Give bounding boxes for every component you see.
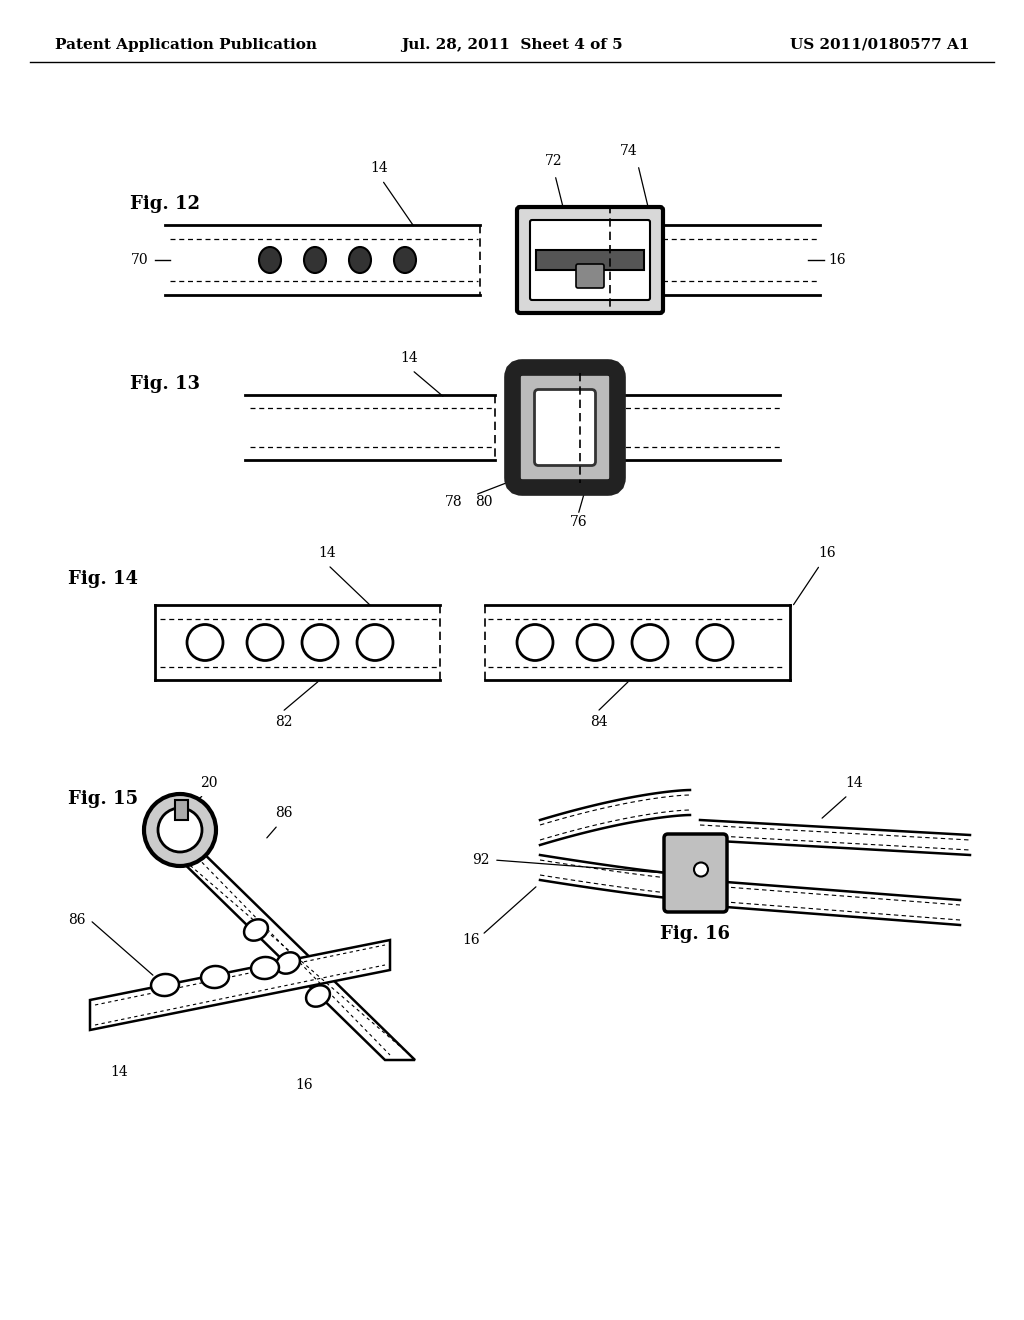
- Circle shape: [577, 624, 613, 660]
- Text: 14: 14: [845, 776, 863, 789]
- Circle shape: [144, 795, 216, 866]
- Circle shape: [302, 624, 338, 660]
- Polygon shape: [175, 800, 188, 820]
- Text: 14: 14: [400, 351, 418, 366]
- Text: Fig. 15: Fig. 15: [68, 789, 138, 808]
- Text: 86: 86: [68, 913, 85, 927]
- Text: Fig. 16: Fig. 16: [660, 925, 730, 942]
- Text: 20: 20: [200, 776, 217, 789]
- Polygon shape: [165, 845, 415, 1060]
- Text: 80: 80: [475, 495, 493, 510]
- Text: 16: 16: [818, 546, 836, 560]
- Circle shape: [694, 862, 708, 876]
- FancyBboxPatch shape: [575, 264, 604, 288]
- Text: 86: 86: [275, 807, 293, 820]
- Ellipse shape: [251, 957, 279, 979]
- Circle shape: [247, 624, 283, 660]
- FancyBboxPatch shape: [535, 389, 596, 466]
- Circle shape: [187, 624, 223, 660]
- Text: US 2011/0180577 A1: US 2011/0180577 A1: [791, 38, 970, 51]
- Text: Fig. 13: Fig. 13: [130, 375, 200, 393]
- Circle shape: [632, 624, 668, 660]
- Text: 70: 70: [130, 253, 148, 267]
- Circle shape: [517, 624, 553, 660]
- Text: 74: 74: [620, 144, 638, 158]
- Circle shape: [697, 624, 733, 660]
- Text: 16: 16: [828, 253, 846, 267]
- Polygon shape: [90, 940, 390, 1030]
- Ellipse shape: [276, 952, 300, 974]
- Text: 16: 16: [295, 1078, 312, 1092]
- Text: Jul. 28, 2011  Sheet 4 of 5: Jul. 28, 2011 Sheet 4 of 5: [401, 38, 623, 51]
- Text: Fig. 12: Fig. 12: [130, 195, 200, 213]
- Text: 16: 16: [463, 933, 480, 946]
- Ellipse shape: [349, 247, 371, 273]
- Ellipse shape: [244, 919, 268, 941]
- Text: 92: 92: [472, 853, 490, 867]
- Text: 78: 78: [445, 495, 463, 510]
- FancyBboxPatch shape: [664, 834, 727, 912]
- FancyBboxPatch shape: [517, 207, 663, 313]
- Ellipse shape: [304, 247, 326, 273]
- Bar: [536, 249, 644, 271]
- Circle shape: [158, 808, 202, 851]
- Ellipse shape: [259, 247, 281, 273]
- Ellipse shape: [201, 966, 229, 989]
- Text: 82: 82: [275, 715, 293, 729]
- Ellipse shape: [151, 974, 179, 997]
- Text: 84: 84: [590, 715, 607, 729]
- Text: 14: 14: [110, 1065, 128, 1078]
- Text: 76: 76: [570, 515, 588, 529]
- Text: Patent Application Publication: Patent Application Publication: [55, 38, 317, 51]
- Text: 72: 72: [545, 154, 562, 168]
- Text: 14: 14: [318, 546, 336, 560]
- Circle shape: [357, 624, 393, 660]
- FancyBboxPatch shape: [530, 220, 650, 300]
- FancyBboxPatch shape: [512, 367, 617, 487]
- Ellipse shape: [394, 247, 416, 273]
- Text: 14: 14: [370, 161, 388, 176]
- Ellipse shape: [306, 985, 330, 1007]
- Text: Fig. 14: Fig. 14: [68, 570, 138, 587]
